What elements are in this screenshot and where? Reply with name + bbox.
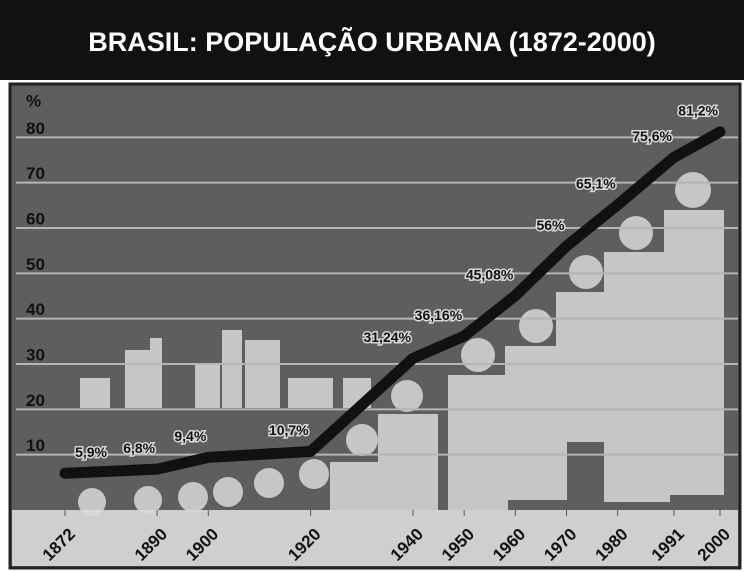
y-tick-label: 40 [26,300,45,319]
y-tick-label: 60 [26,209,45,228]
y-tick-label: 50 [26,255,45,274]
value-label: 31,24% [363,329,411,345]
value-label: 81,2% [678,103,718,119]
value-label: 6,8% [123,440,155,456]
y-tick-label: 30 [26,345,45,364]
value-label: 56% [536,217,565,233]
y-tick-label: 10 [26,436,45,455]
value-label: 10,7% [269,422,309,438]
chart: BRASIL: POPULAÇÃO URBANA (1872-2000) % 1… [0,0,744,572]
page: {"chart_data": {"type": "line", "title":… [0,0,744,572]
value-label: 5,9% [75,444,107,460]
y-axis-label: % [26,91,41,110]
value-label: 45,08% [466,266,514,282]
chart-title: BRASIL: POPULAÇÃO URBANA (1872-2000) [88,26,656,57]
y-tick-label: 80 [26,119,45,138]
value-label: 75,6% [632,128,672,144]
value-label: 65,1% [576,176,616,192]
value-label: 9,4% [174,428,206,444]
value-label: 36,16% [415,307,463,323]
y-tick-label: 20 [26,391,45,410]
y-tick-label: 70 [26,164,45,183]
